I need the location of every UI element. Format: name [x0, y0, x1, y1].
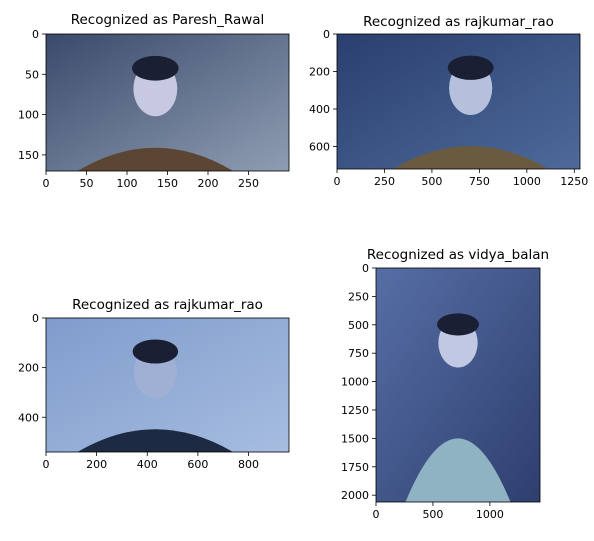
y-tick-label: 0 [32, 28, 39, 41]
x-tick-label: 600 [187, 458, 208, 471]
x-tick-label: 200 [198, 177, 219, 190]
x-tick-label: 1000 [476, 508, 504, 521]
y-tick-label: 1250 [341, 404, 369, 417]
x-tick-label: 250 [374, 175, 395, 188]
y-tick-label: 1000 [341, 376, 369, 389]
x-tick-label: 0 [334, 175, 341, 188]
subplot-title: Recognized as Paresh_Rawal [71, 12, 265, 28]
subject-body [405, 438, 511, 502]
x-tick-label: 500 [421, 175, 442, 188]
axes-frame [375, 267, 541, 503]
y-tick-label: 50 [25, 68, 39, 81]
x-tick-label: 150 [157, 177, 178, 190]
y-tick-label: 750 [348, 347, 369, 360]
subplot-title: Recognized as rajkumar_rao [72, 297, 263, 313]
y-tick-label: 1500 [341, 432, 369, 445]
axes-frame [45, 317, 290, 453]
y-tick-label: 600 [309, 141, 330, 154]
x-tick-label: 500 [422, 508, 443, 521]
x-tick-label: 0 [43, 177, 50, 190]
y-tick-label: 0 [362, 262, 369, 275]
subject-body [392, 146, 549, 169]
y-tick-label: 150 [18, 149, 39, 162]
x-tick-label: 50 [80, 177, 94, 190]
subplot-title: Recognized as vidya_balan [367, 247, 549, 263]
x-tick-label: 0 [373, 508, 380, 521]
x-tick-label: 400 [137, 458, 158, 471]
y-tick-label: 1750 [341, 461, 369, 474]
photo [337, 34, 580, 169]
x-tick-label: 750 [469, 175, 490, 188]
y-tick-label: 500 [348, 319, 369, 332]
x-tick-label: 0 [43, 458, 50, 471]
photo [46, 34, 289, 171]
axes-frame [336, 33, 581, 170]
subject-hair [132, 55, 179, 81]
subject-hair [437, 313, 479, 336]
y-tick-label: 100 [18, 109, 39, 122]
x-tick-label: 1250 [560, 175, 588, 188]
subplot-title: Recognized as rajkumar_rao [363, 14, 554, 30]
subplot-1: Recognized as Paresh_Rawal 0 50 100 150 200 25… [18, 12, 290, 190]
subplot-2: Recognized as rajkumar_rao 0 250 500 750 1000… [309, 14, 588, 188]
x-tick-label: 200 [86, 458, 107, 471]
subject-body [77, 429, 234, 452]
photo [46, 318, 289, 452]
x-tick-label: 100 [117, 177, 138, 190]
photo [376, 268, 540, 502]
subplot-3: Recognized as rajkumar_rao 0 200 400 600 800 0… [18, 297, 290, 471]
y-tick-label: 0 [32, 312, 39, 325]
y-tick-label: 2000 [341, 489, 369, 502]
y-tick-label: 250 [348, 290, 369, 303]
x-tick-label: 1000 [513, 175, 541, 188]
y-tick-label: 0 [323, 28, 330, 41]
subject-body [77, 147, 234, 171]
y-tick-label: 400 [309, 103, 330, 116]
y-tick-label: 200 [18, 362, 39, 375]
y-tick-label: 400 [18, 411, 39, 424]
x-tick-label: 800 [238, 458, 259, 471]
y-tick-label: 200 [309, 66, 330, 79]
subject-hair [132, 339, 179, 364]
subject-hair [447, 55, 494, 80]
x-tick-label: 250 [238, 177, 259, 190]
